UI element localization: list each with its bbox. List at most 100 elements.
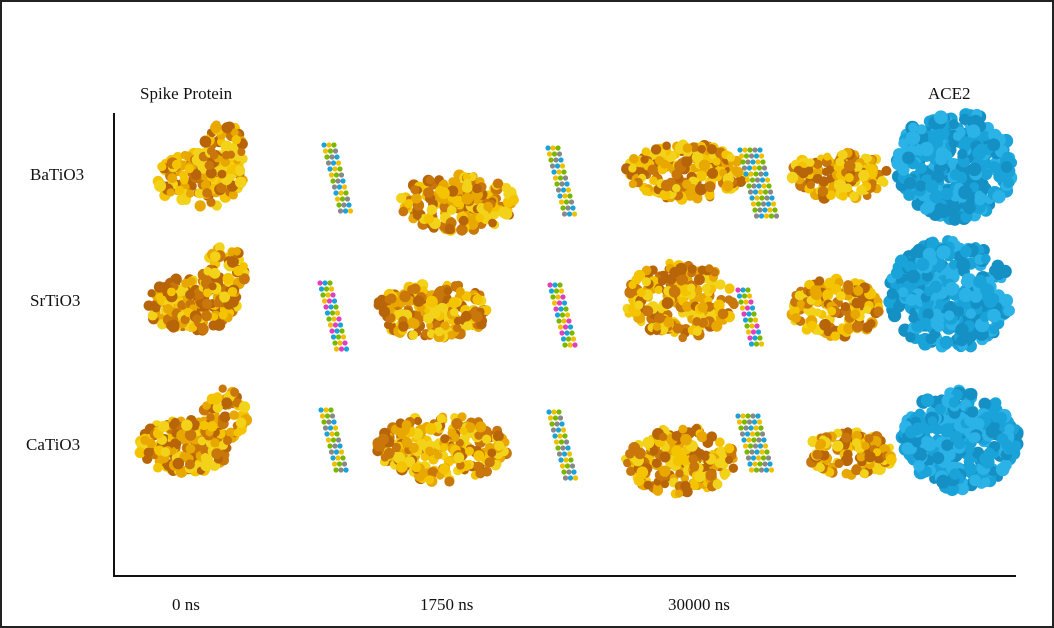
atom	[682, 181, 690, 189]
slab-atom	[568, 457, 573, 462]
atom	[475, 214, 483, 222]
slab-atom	[334, 346, 339, 351]
atom	[712, 157, 720, 165]
atom	[437, 414, 446, 423]
slab-atom	[333, 304, 338, 309]
slab-atom	[767, 207, 772, 212]
slab-atom	[751, 437, 756, 442]
slab-atom	[560, 445, 565, 450]
slab-atom	[346, 202, 351, 207]
atom	[681, 156, 692, 167]
atom	[864, 434, 873, 443]
atom	[863, 306, 871, 314]
slab-atom	[754, 323, 759, 328]
atom	[185, 459, 195, 469]
slab-atom	[737, 147, 742, 152]
atom	[1003, 305, 1014, 316]
slab-atom	[746, 311, 751, 316]
atom	[195, 200, 206, 211]
atom	[984, 448, 996, 460]
slab-atom	[746, 329, 751, 334]
slab-atom	[556, 409, 561, 414]
atom	[698, 145, 706, 153]
slab-atom	[571, 469, 576, 474]
slab-atom	[555, 445, 560, 450]
slab-atom	[744, 449, 749, 454]
slab-atom	[334, 431, 339, 436]
atom	[687, 283, 696, 292]
atom	[482, 467, 492, 477]
atom	[475, 421, 486, 432]
slab-atom	[742, 147, 747, 152]
slab-atom	[555, 294, 560, 299]
slab-atom	[562, 451, 567, 456]
slab-atom	[318, 407, 323, 412]
atom	[722, 181, 733, 192]
slab-atom	[758, 189, 763, 194]
slab-atom	[321, 419, 326, 424]
slab-atom	[761, 437, 766, 442]
atom	[814, 309, 822, 317]
slab-atom	[345, 196, 350, 201]
atom	[634, 301, 643, 310]
slab-atom	[741, 311, 746, 316]
atom	[996, 412, 1008, 424]
atom	[213, 319, 225, 331]
slab-atom	[745, 413, 750, 418]
slab-atom	[766, 201, 771, 206]
slab-atom	[743, 425, 748, 430]
slab-atom	[566, 318, 571, 323]
atom	[697, 431, 708, 442]
slab-atom	[336, 334, 341, 339]
atom	[818, 186, 829, 197]
atom	[864, 154, 872, 162]
atom	[173, 458, 185, 470]
slab-atom	[550, 294, 555, 299]
slab-atom	[320, 413, 325, 418]
atom	[642, 147, 651, 156]
slab-atom	[555, 163, 560, 168]
slab-atom	[545, 145, 550, 150]
slab-atom	[761, 455, 766, 460]
atom	[949, 397, 960, 408]
atom	[231, 135, 240, 144]
atom	[210, 251, 221, 262]
slab-atom	[565, 463, 570, 468]
atom	[1002, 152, 1013, 163]
atom	[721, 468, 731, 478]
slab-atom	[547, 282, 552, 287]
atom	[836, 291, 846, 301]
slab-atom	[762, 165, 767, 170]
slab-atom	[328, 148, 333, 153]
atom	[661, 480, 669, 488]
slab-atom	[554, 439, 559, 444]
atom	[211, 393, 223, 405]
slab-atom	[323, 148, 328, 153]
slab-atom	[558, 324, 563, 329]
atom	[171, 418, 180, 427]
slab-atom	[321, 142, 326, 147]
slab-atom	[749, 153, 754, 158]
atom	[867, 319, 876, 328]
slab-atom	[343, 467, 348, 472]
slab-atom	[550, 163, 555, 168]
atom	[447, 205, 455, 213]
atom	[227, 151, 235, 159]
atom	[996, 463, 1010, 477]
slab-atom	[766, 455, 771, 460]
atom	[680, 434, 692, 446]
slab-atom	[757, 165, 762, 170]
slab-atom	[741, 437, 746, 442]
atom	[494, 441, 504, 451]
atom	[827, 307, 836, 316]
slab-atom	[332, 443, 337, 448]
atom	[465, 447, 474, 456]
atom	[662, 297, 674, 309]
atom	[898, 287, 908, 297]
atom	[913, 460, 924, 471]
atom	[1000, 294, 1013, 307]
slab-atom	[761, 201, 766, 206]
slab-atom	[753, 443, 758, 448]
slab-atom	[332, 184, 337, 189]
slab-atom	[557, 282, 562, 287]
